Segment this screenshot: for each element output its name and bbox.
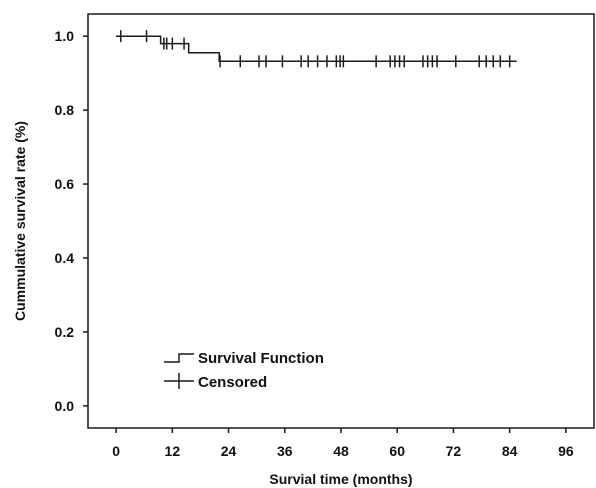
legend-censored-label: Censored <box>198 374 267 391</box>
x-tick-label: 96 <box>558 443 574 459</box>
legend-survival-function-label: Survival Function <box>198 350 324 367</box>
x-tick-label: 84 <box>502 443 518 459</box>
y-tick-label: 0.2 <box>55 324 75 340</box>
y-tick-label: 0.4 <box>55 250 75 266</box>
x-tick-label: 72 <box>446 443 462 459</box>
legend: Survival Function Censored <box>164 350 324 391</box>
y-tick-label: 0.0 <box>55 398 75 414</box>
plot-area-frame <box>88 14 594 428</box>
x-axis-title: Survial time (months) <box>269 471 412 487</box>
x-tick-label: 0 <box>112 443 120 459</box>
plot-series <box>116 30 517 67</box>
y-axis-title: Cummulative survival rate (%) <box>12 121 28 321</box>
y-tick-label: 1.0 <box>55 28 75 44</box>
x-tick-label: 12 <box>165 443 181 459</box>
y-tick-label: 0.6 <box>55 176 75 192</box>
x-tick-label: 24 <box>221 443 237 459</box>
x-tick-label: 36 <box>277 443 293 459</box>
x-tick-label: 48 <box>333 443 349 459</box>
y-axis: 0.0 0.2 0.4 0.6 0.8 1.0 <box>55 28 88 414</box>
legend-survival-function-swatch <box>164 354 194 362</box>
x-axis: 0 12 24 36 48 60 72 84 96 <box>112 428 574 459</box>
x-tick-label: 60 <box>389 443 405 459</box>
y-tick-label: 0.8 <box>55 102 75 118</box>
survival-function-line <box>116 36 517 61</box>
